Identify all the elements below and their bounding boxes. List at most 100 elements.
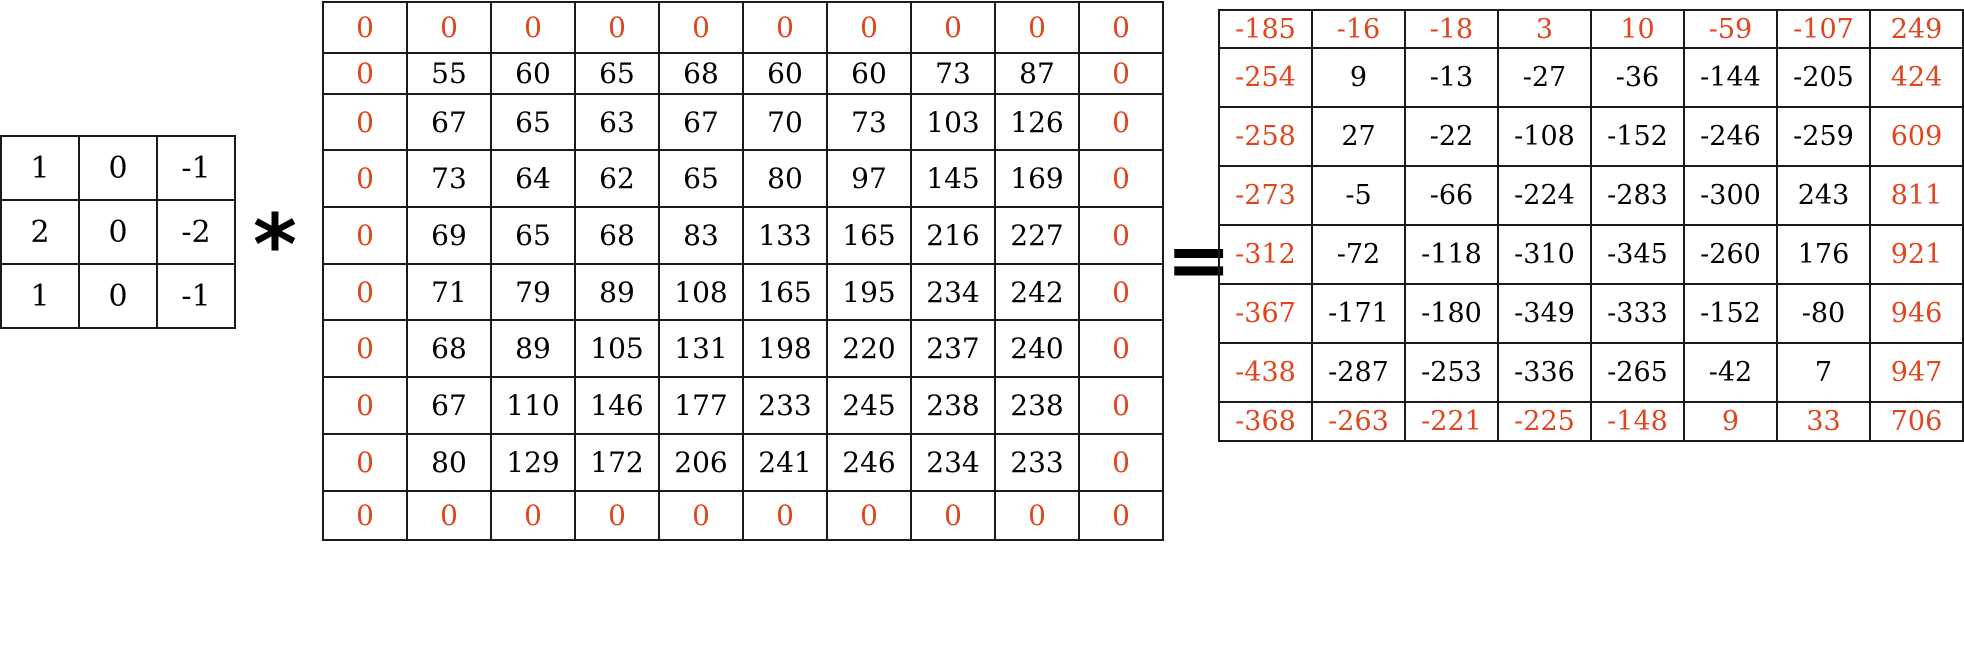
input-cell: 60 <box>742 52 828 95</box>
input-cell: 80 <box>406 433 492 492</box>
output-cell: 811 <box>1869 165 1964 226</box>
input-cell: 71 <box>406 263 492 321</box>
output-cell: 921 <box>1869 224 1964 285</box>
output-cell: 33 <box>1776 401 1871 442</box>
input-cell: 0 <box>574 1 660 54</box>
input-cell: 0 <box>322 376 408 435</box>
output-cell: 946 <box>1869 283 1964 344</box>
input-cell: 67 <box>658 93 744 151</box>
input-cell: 67 <box>406 376 492 435</box>
output-matrix: -185 -16 -18 3 10 -59 -107 249 -254 9 -13 -27 -36 -14… <box>1218 9 1964 442</box>
output-cell: -345 <box>1590 224 1685 285</box>
input-cell: 126 <box>994 93 1080 151</box>
input-cell: 0 <box>322 319 408 378</box>
output-row: -312 -72 -118 -310 -345 -260 176 921 <box>1218 224 1964 285</box>
input-cell: 83 <box>658 206 744 265</box>
output-cell: -438 <box>1218 342 1313 403</box>
output-cell: -349 <box>1497 283 1592 344</box>
input-cell: 0 <box>1078 263 1164 321</box>
input-cell: 73 <box>826 93 912 151</box>
input-cell: 245 <box>826 376 912 435</box>
kernel-cell: 0 <box>78 263 158 329</box>
output-cell: 27 <box>1311 106 1406 167</box>
input-cell: 198 <box>742 319 828 378</box>
output-cell: -367 <box>1218 283 1313 344</box>
input-cell: 220 <box>826 319 912 378</box>
input-cell: 68 <box>658 52 744 95</box>
output-row: -258 27 -22 -108 -152 -246 -259 609 <box>1218 106 1964 167</box>
input-cell: 63 <box>574 93 660 151</box>
output-cell: -312 <box>1218 224 1313 285</box>
input-cell: 177 <box>658 376 744 435</box>
input-cell: 0 <box>322 52 408 95</box>
input-row: 0 68 89 105 131 198 220 237 240 0 <box>322 319 1164 378</box>
kernel-cell: -1 <box>156 263 236 329</box>
input-cell: 0 <box>322 149 408 208</box>
output-cell: -246 <box>1683 106 1778 167</box>
input-cell: 0 <box>490 490 576 541</box>
output-cell: -333 <box>1590 283 1685 344</box>
output-cell: -59 <box>1683 9 1778 49</box>
output-cell: 249 <box>1869 9 1964 49</box>
kernel-row: 1 0 -1 <box>0 135 236 201</box>
input-cell: 0 <box>322 263 408 321</box>
output-cell: -180 <box>1404 283 1499 344</box>
output-cell: -265 <box>1590 342 1685 403</box>
input-cell: 68 <box>406 319 492 378</box>
input-cell: 70 <box>742 93 828 151</box>
input-cell: 246 <box>826 433 912 492</box>
kernel-cell: 2 <box>0 199 80 265</box>
input-cell: 0 <box>1078 93 1164 151</box>
kernel-row: 2 0 -2 <box>0 199 236 265</box>
kernel-cell: 0 <box>78 199 158 265</box>
input-cell: 67 <box>406 93 492 151</box>
kernel-cell: -2 <box>156 199 236 265</box>
input-cell: 240 <box>994 319 1080 378</box>
input-cell: 233 <box>994 433 1080 492</box>
output-cell: -273 <box>1218 165 1313 226</box>
input-row: 0 67 110 146 177 233 245 238 238 0 <box>322 376 1164 435</box>
input-matrix: 0 0 0 0 0 0 0 0 0 0 0 55 60 65 68 60 60 73 87 0 0 67 65 63 67 70 7… <box>322 1 1164 541</box>
input-cell: 0 <box>994 490 1080 541</box>
output-cell: -80 <box>1776 283 1871 344</box>
output-cell: -254 <box>1218 47 1313 108</box>
output-cell: -253 <box>1404 342 1499 403</box>
output-cell: -5 <box>1311 165 1406 226</box>
input-cell: 0 <box>490 1 576 54</box>
input-cell: 145 <box>910 149 996 208</box>
output-cell: -259 <box>1776 106 1871 167</box>
input-row: 0 69 65 68 83 133 165 216 227 0 <box>322 206 1164 265</box>
output-cell: -185 <box>1218 9 1313 49</box>
output-cell: -72 <box>1311 224 1406 285</box>
input-cell: 65 <box>490 93 576 151</box>
output-cell: 947 <box>1869 342 1964 403</box>
output-cell: -260 <box>1683 224 1778 285</box>
input-cell: 73 <box>406 149 492 208</box>
output-cell: -118 <box>1404 224 1499 285</box>
input-cell: 165 <box>742 263 828 321</box>
output-cell: -258 <box>1218 106 1313 167</box>
kernel-matrix: 1 0 -1 2 0 -2 1 0 -1 <box>0 135 236 329</box>
input-cell: 195 <box>826 263 912 321</box>
output-cell: -287 <box>1311 342 1406 403</box>
output-cell: -368 <box>1218 401 1313 442</box>
input-cell: 0 <box>994 1 1080 54</box>
input-cell: 242 <box>994 263 1080 321</box>
output-cell: -42 <box>1683 342 1778 403</box>
input-cell: 110 <box>490 376 576 435</box>
input-cell: 227 <box>994 206 1080 265</box>
input-cell: 68 <box>574 206 660 265</box>
output-cell: -22 <box>1404 106 1499 167</box>
input-cell: 129 <box>490 433 576 492</box>
output-cell: -310 <box>1497 224 1592 285</box>
input-cell: 233 <box>742 376 828 435</box>
input-cell: 65 <box>658 149 744 208</box>
output-cell: -18 <box>1404 9 1499 49</box>
input-cell: 172 <box>574 433 660 492</box>
input-cell: 0 <box>322 490 408 541</box>
input-cell: 0 <box>406 490 492 541</box>
input-cell: 65 <box>490 206 576 265</box>
kernel-cell: 1 <box>0 263 80 329</box>
input-cell: 146 <box>574 376 660 435</box>
